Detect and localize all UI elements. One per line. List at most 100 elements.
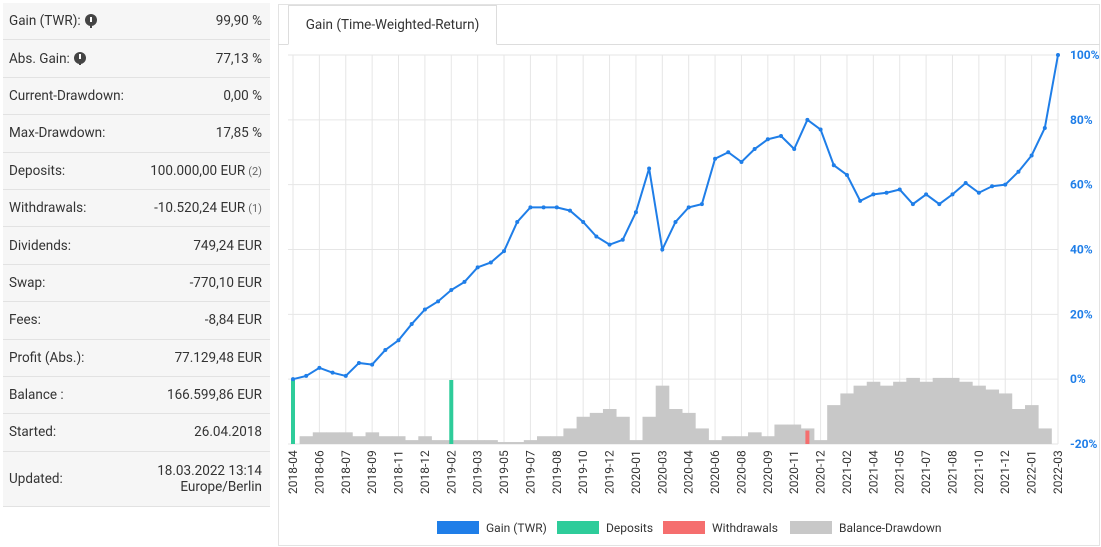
gain-point bbox=[871, 192, 876, 197]
gain-point bbox=[304, 373, 309, 378]
stat-label-text: Started: bbox=[9, 424, 57, 441]
legend-label: Withdrawals bbox=[712, 521, 778, 535]
gain-point bbox=[884, 190, 889, 195]
legend-swatch bbox=[557, 521, 599, 534]
stat-label-text: Abs. Gain: bbox=[9, 50, 70, 67]
stat-label: Current-Drawdown: bbox=[9, 88, 124, 104]
drawdown-bar bbox=[866, 381, 881, 444]
drawdown-bar bbox=[945, 377, 960, 444]
drawdown-bar bbox=[457, 440, 472, 444]
legend-swatch bbox=[663, 521, 705, 534]
gain-point bbox=[844, 172, 849, 177]
drawdown-bar bbox=[695, 428, 709, 444]
gain-point bbox=[594, 234, 599, 239]
gain-point bbox=[1003, 182, 1008, 187]
drawdown-bar bbox=[523, 440, 538, 444]
gain-point bbox=[990, 184, 995, 189]
drawdown-bar bbox=[563, 428, 577, 444]
stat-value-text: -10.520,24 EUR bbox=[154, 200, 246, 217]
x-tick-label: 2019-12 bbox=[603, 450, 617, 494]
drawdown-bar bbox=[537, 436, 551, 444]
drawdown-bar bbox=[1025, 405, 1039, 444]
drawdown-bar bbox=[1011, 409, 1026, 444]
drawdown-bar bbox=[708, 440, 723, 444]
y-tick-label: 0% bbox=[1070, 372, 1086, 386]
drawdown-bar bbox=[378, 436, 393, 444]
x-tick-label: 2018-04 bbox=[286, 450, 300, 494]
y-tick-label: 20% bbox=[1070, 307, 1093, 321]
legend-label: Gain (TWR) bbox=[486, 521, 547, 535]
drawdown-bar bbox=[405, 440, 419, 444]
stat-value: 99,90 % bbox=[216, 13, 262, 29]
gain-point bbox=[396, 338, 401, 343]
drawdown-bar bbox=[972, 385, 986, 444]
gain-point bbox=[436, 299, 441, 304]
gain-point bbox=[330, 370, 335, 375]
y-tick-label: 80% bbox=[1070, 113, 1093, 127]
x-tick-label: 2019-03 bbox=[471, 450, 485, 494]
stat-label-text: Withdrawals: bbox=[9, 200, 87, 217]
stat-value: 166.599,86 EUR bbox=[167, 387, 262, 403]
x-tick-label: 2020-11 bbox=[787, 450, 801, 494]
stat-timezone: Europe/Berlin bbox=[180, 478, 262, 495]
drawdown-bar bbox=[497, 442, 512, 444]
x-tick-label: 2018-06 bbox=[312, 450, 326, 494]
gain-point bbox=[554, 205, 559, 210]
gain-point bbox=[528, 205, 533, 210]
gain-point bbox=[291, 377, 295, 382]
drawdown-bar bbox=[853, 385, 868, 444]
y-tick-label: 40% bbox=[1070, 243, 1093, 257]
drawdown-bar bbox=[550, 436, 564, 444]
drawdown-bar bbox=[998, 393, 1013, 444]
x-tick-label: 2020-01 bbox=[629, 450, 643, 494]
gain-point bbox=[633, 210, 638, 215]
stat-value: -8,84 EUR bbox=[205, 312, 262, 328]
gain-point bbox=[765, 137, 770, 142]
stat-value-text: 0,00 % bbox=[223, 87, 262, 104]
drawdown-bar bbox=[629, 440, 643, 444]
drawdown-bar bbox=[616, 416, 630, 444]
x-tick-label: 2021-08 bbox=[945, 450, 959, 494]
stat-row: Profit (Abs.): 77.129,48 EUR bbox=[3, 340, 270, 377]
gain-point bbox=[515, 219, 520, 224]
drawdown-bar bbox=[919, 381, 934, 444]
drawdown-bar bbox=[484, 440, 498, 444]
gain-point bbox=[462, 279, 467, 284]
stat-label: Updated: bbox=[9, 471, 63, 487]
gain-point bbox=[924, 192, 929, 197]
gain-point bbox=[792, 147, 797, 152]
drawdown-bar bbox=[748, 432, 762, 444]
gain-point bbox=[779, 134, 784, 139]
gain-point bbox=[805, 117, 810, 122]
x-tick-label: 2021-07 bbox=[919, 450, 933, 494]
stat-label: Deposits: bbox=[9, 163, 65, 179]
stat-row: Abs. Gain: 77,13 % bbox=[3, 40, 270, 78]
drawdown-bar bbox=[325, 432, 340, 444]
stat-value: 77.129,48 EUR bbox=[175, 350, 262, 366]
tab[interactable]: Gain (Time-Weighted-Return) bbox=[288, 5, 497, 45]
x-tick-label: 2018-09 bbox=[365, 450, 379, 494]
stat-value: 77,13 % bbox=[216, 51, 262, 67]
stat-label: Dividends: bbox=[9, 238, 71, 254]
bar bbox=[291, 380, 295, 444]
gain-point bbox=[475, 265, 480, 270]
drawdown-bar bbox=[418, 436, 432, 444]
stat-label-text: Deposits: bbox=[9, 162, 66, 179]
gain-line bbox=[292, 54, 1059, 381]
drawdown-bar bbox=[682, 412, 696, 444]
drawdown-bar bbox=[840, 393, 854, 444]
chart-panel bbox=[278, 4, 1100, 546]
stat-label: Max-Drawdown: bbox=[9, 125, 105, 141]
stat-value-text: 17,85 % bbox=[215, 125, 262, 142]
gain-point bbox=[541, 205, 546, 210]
drawdown-bar bbox=[339, 432, 353, 444]
stat-label-text: Fees: bbox=[9, 312, 41, 329]
drawdown-bar bbox=[1038, 428, 1052, 444]
stat-value: -770,10 EUR bbox=[190, 275, 262, 291]
gain-point bbox=[567, 208, 572, 213]
stat-value: 18.03.2022 13:14 Europe/Berlin bbox=[157, 463, 262, 495]
drawdown-bar bbox=[906, 377, 920, 444]
gain-point bbox=[660, 247, 665, 252]
x-tick-label: 2021-02 bbox=[840, 450, 854, 494]
